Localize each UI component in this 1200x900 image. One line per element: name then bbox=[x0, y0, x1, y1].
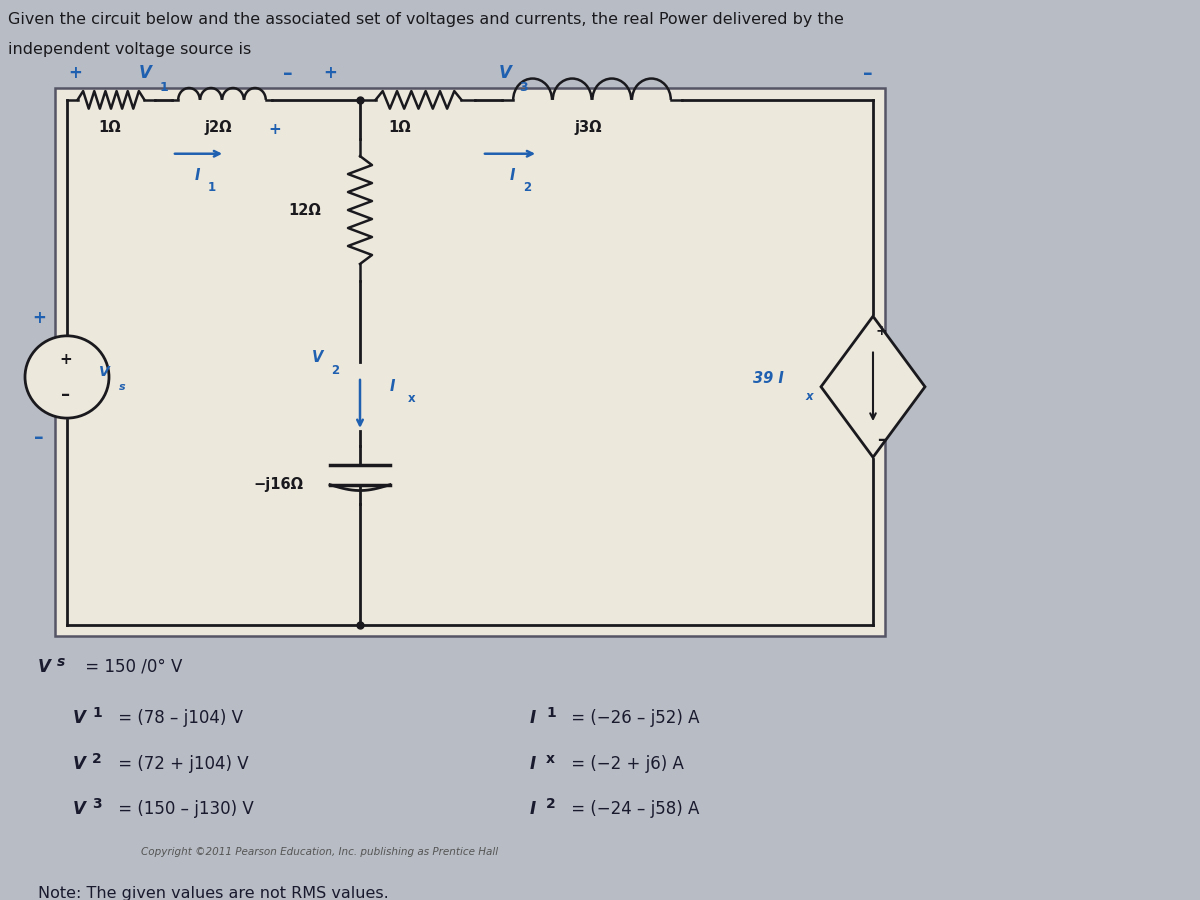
Text: –: – bbox=[61, 385, 71, 403]
Text: 2: 2 bbox=[523, 181, 532, 194]
Text: Note: The given values are not RMS values.: Note: The given values are not RMS value… bbox=[38, 886, 389, 900]
Text: I: I bbox=[194, 167, 199, 183]
Text: V: V bbox=[73, 754, 86, 772]
Text: 1: 1 bbox=[160, 81, 168, 94]
Circle shape bbox=[25, 336, 109, 418]
Text: V: V bbox=[73, 709, 86, 727]
Text: 39 I: 39 I bbox=[752, 372, 784, 386]
Text: x: x bbox=[546, 752, 554, 766]
Text: 12Ω: 12Ω bbox=[289, 202, 322, 218]
Text: Copyright ©2011 Pearson Education, Inc. publishing as Prentice Hall: Copyright ©2011 Pearson Education, Inc. … bbox=[142, 847, 498, 857]
Text: s: s bbox=[58, 655, 65, 669]
Text: 1: 1 bbox=[92, 706, 102, 721]
Text: 3: 3 bbox=[92, 796, 102, 811]
Text: j3Ω: j3Ω bbox=[575, 120, 601, 135]
Text: = (−26 – j52) A: = (−26 – j52) A bbox=[566, 709, 700, 727]
Text: +: + bbox=[323, 65, 337, 83]
Text: –: – bbox=[283, 64, 293, 83]
Text: I: I bbox=[530, 800, 536, 818]
Text: V: V bbox=[138, 65, 151, 83]
Text: 1Ω: 1Ω bbox=[98, 120, 121, 135]
Text: = (150 – j130) V: = (150 – j130) V bbox=[113, 800, 253, 818]
Text: 3: 3 bbox=[520, 81, 528, 94]
FancyBboxPatch shape bbox=[55, 88, 886, 636]
Text: V: V bbox=[73, 800, 86, 818]
Text: x: x bbox=[408, 392, 416, 405]
Text: j2Ω: j2Ω bbox=[204, 120, 232, 135]
Text: –: – bbox=[863, 64, 872, 83]
Text: V: V bbox=[312, 350, 324, 365]
Text: = 150 /0° V: = 150 /0° V bbox=[80, 658, 182, 676]
Text: +: + bbox=[875, 324, 887, 338]
Text: independent voltage source is: independent voltage source is bbox=[8, 42, 251, 57]
Text: 2: 2 bbox=[331, 364, 340, 376]
Text: +: + bbox=[32, 310, 46, 328]
Polygon shape bbox=[821, 316, 925, 457]
Text: = (−2 + j6) A: = (−2 + j6) A bbox=[566, 754, 684, 772]
Text: = (72 + j104) V: = (72 + j104) V bbox=[113, 754, 248, 772]
Text: +: + bbox=[269, 122, 281, 137]
Text: +: + bbox=[68, 65, 82, 83]
Text: V: V bbox=[98, 365, 109, 379]
Text: −j16Ω: −j16Ω bbox=[253, 477, 302, 492]
Text: I: I bbox=[389, 379, 395, 394]
Text: I: I bbox=[530, 709, 536, 727]
Text: 1: 1 bbox=[208, 181, 216, 194]
Text: +: + bbox=[60, 352, 72, 367]
Text: 2: 2 bbox=[92, 752, 102, 766]
Text: V: V bbox=[498, 65, 511, 83]
Text: –: – bbox=[34, 428, 44, 447]
Text: V: V bbox=[38, 658, 50, 676]
Text: = (−24 – j58) A: = (−24 – j58) A bbox=[566, 800, 700, 818]
Text: –: – bbox=[877, 430, 886, 448]
Text: 2: 2 bbox=[546, 796, 556, 811]
Text: s: s bbox=[119, 382, 126, 392]
Text: = (78 – j104) V: = (78 – j104) V bbox=[113, 709, 242, 727]
Text: Given the circuit below and the associated set of voltages and currents, the rea: Given the circuit below and the associat… bbox=[8, 12, 844, 27]
Text: 1Ω: 1Ω bbox=[389, 120, 412, 135]
Text: 1: 1 bbox=[546, 706, 556, 721]
Text: x: x bbox=[805, 390, 812, 403]
Text: I: I bbox=[530, 754, 536, 772]
Text: I: I bbox=[509, 167, 515, 183]
